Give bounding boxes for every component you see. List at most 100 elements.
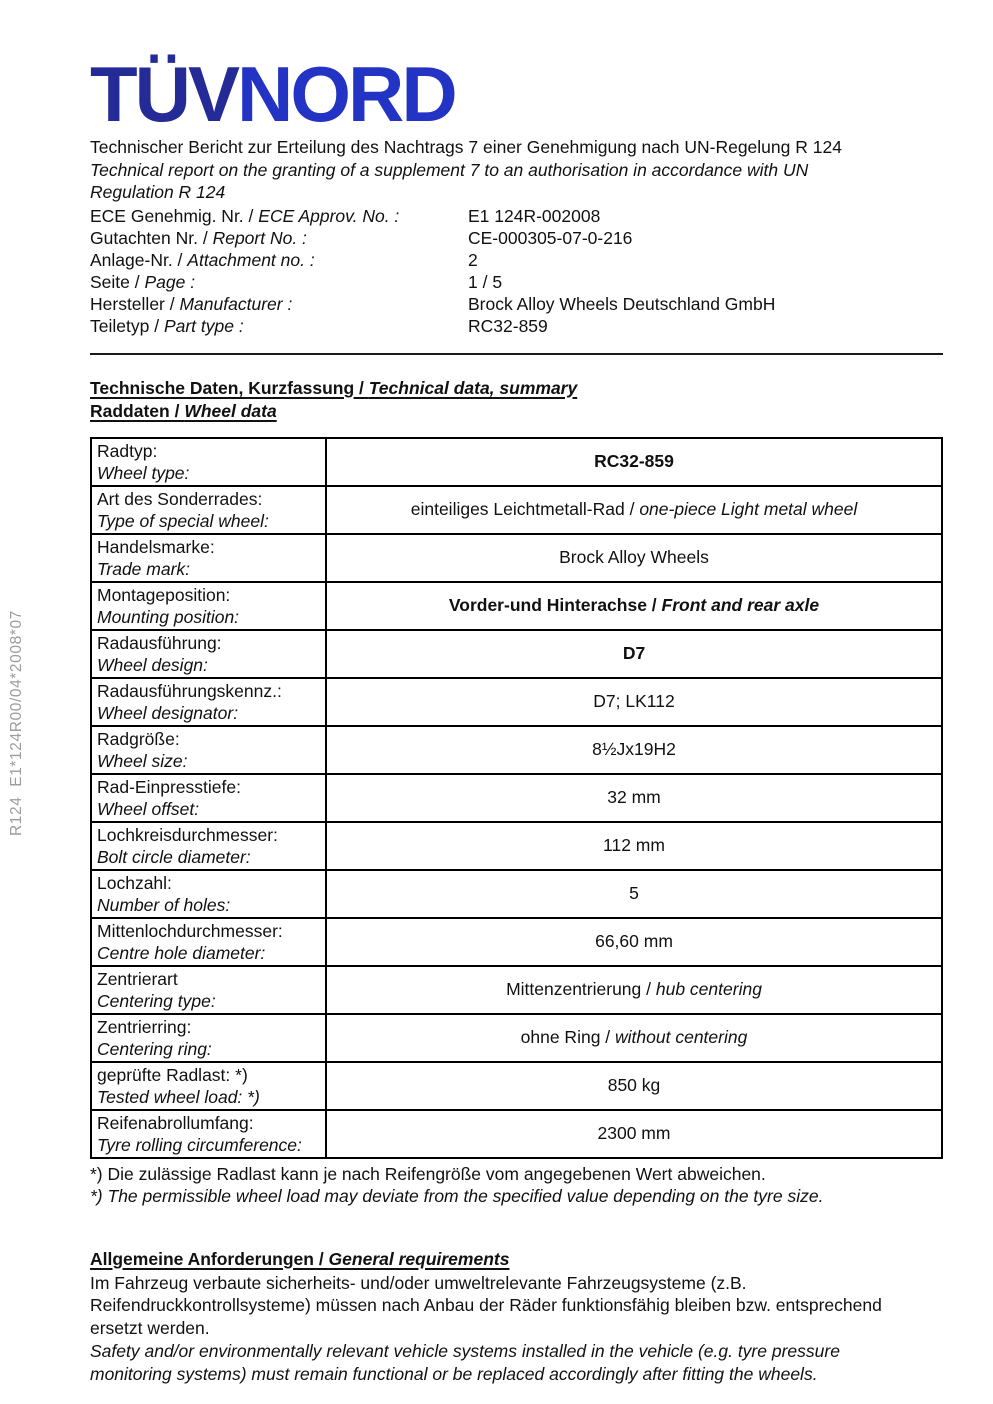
- row-value-cell: 850 kg: [325, 1060, 943, 1111]
- row-label-cell: Mittenlochdurchmesser: Centre hole diame…: [90, 916, 327, 967]
- row-label-cell: Lochkreisdurchmesser: Bolt circle diamet…: [90, 820, 327, 871]
- technical-data-heading: Technische Daten, Kurzfassung / Technica…: [90, 377, 943, 400]
- row-label-cell: Reifenabrollumfang: Tyre rolling circumf…: [90, 1108, 327, 1159]
- row-value-cell: Mittenzentrierung / hub centering: [325, 964, 943, 1015]
- row-label-english: Wheel design:: [97, 654, 208, 675]
- row-value-german: Vorder-und Hinterachse: [448, 595, 647, 615]
- row-value-cell: 5: [325, 868, 943, 919]
- general-requirements-body-german: Im Fahrzeug verbaute sicherheits- und/od…: [90, 1272, 882, 1338]
- row-value-cell: D7: [325, 628, 943, 679]
- table-row: Radtyp: Wheel type: RC32-859: [90, 436, 943, 487]
- table-row: Montageposition: Mounting position: Vord…: [90, 580, 943, 631]
- wheel-data-heading: Raddaten / Wheel data: [90, 400, 943, 423]
- row-label-english: Wheel size:: [97, 750, 188, 771]
- technical-data-heading-english: Technical data, summary: [368, 377, 578, 398]
- technical-data-heading-german: Technische Daten, Kurzfassung /: [90, 377, 369, 398]
- row-label-english: Wheel offset:: [97, 798, 200, 819]
- meta-row: Anlage-Nr. / Attachment no. : 2: [90, 249, 943, 271]
- meta-label-german: Teiletyp: [90, 315, 150, 336]
- section-headings: Technische Daten, Kurzfassung / Technica…: [90, 377, 943, 423]
- row-value-german: Mittenzentrierung: [506, 979, 642, 999]
- row-value-cell: 66,60 mm: [325, 916, 943, 967]
- report-title-block: Technischer Bericht zur Erteilung des Na…: [90, 136, 943, 204]
- row-value-english: Front and rear axle: [661, 595, 820, 615]
- row-label-cell: Radausführung: Wheel design:: [90, 628, 327, 679]
- row-value-german: einteiliges Leichtmetall-Rad: [410, 499, 625, 519]
- row-label-cell: Lochzahl: Number of holes:: [90, 868, 327, 919]
- meta-row: Seite / Page : 1 / 5: [90, 271, 943, 293]
- row-value-english: one-piece Light metal wheel: [639, 499, 858, 519]
- meta-label-english: Attachment no. :: [187, 249, 315, 270]
- meta-label-german: ECE Genehmig. Nr.: [90, 205, 244, 226]
- report-title-english: Technical report on the granting of a su…: [90, 159, 809, 203]
- row-value-cell: Vorder-und Hinterachse / Front and rear …: [325, 580, 943, 631]
- meta-label-german: Anlage-Nr.: [90, 249, 173, 270]
- row-label-german: Mittenlochdurchmesser:: [97, 920, 283, 941]
- row-value-cell: RC32-859: [325, 436, 943, 487]
- general-requirements-heading: Allgemeine Anforderungen / General requi…: [90, 1248, 943, 1271]
- footnote-english: *) The permissible wheel load may deviat…: [90, 1186, 824, 1206]
- meta-row-value: CE-000305-07-0-216: [468, 227, 633, 248]
- table-row: Handelsmarke: Trade mark: Brock Alloy Wh…: [90, 532, 943, 583]
- table-row: Lochzahl: Number of holes: 5: [90, 868, 943, 919]
- table-row: Radausführungskennz.: Wheel designator: …: [90, 676, 943, 727]
- row-label-english: Centre hole diameter:: [97, 942, 266, 963]
- general-requirements-body-english: Safety and/or environmentally relevant v…: [90, 1341, 840, 1384]
- general-requirements-section: Allgemeine Anforderungen / General requi…: [90, 1248, 943, 1386]
- meta-row: Hersteller / Manufacturer : Brock Alloy …: [90, 293, 943, 315]
- meta-row-value: 2: [468, 249, 478, 270]
- meta-row-value: E1 124R-002008: [468, 205, 601, 226]
- row-label-german: Radgröße:: [97, 728, 180, 749]
- horizontal-divider: [90, 352, 943, 355]
- row-value-german: 8½Jx19H2: [592, 739, 676, 759]
- meta-label-separator: /: [129, 271, 145, 292]
- row-value-german: 5: [629, 883, 639, 903]
- row-label-german: Lochzahl:: [97, 872, 172, 893]
- meta-row-label: Hersteller / Manufacturer :: [90, 293, 468, 315]
- row-label-english: Type of special wheel:: [97, 510, 269, 531]
- row-label-cell: Rad-Einpresstiefe: Wheel offset:: [90, 772, 327, 823]
- row-value-german: 850 kg: [607, 1075, 661, 1095]
- meta-label-german: Hersteller: [90, 293, 165, 314]
- table-row: Reifenabrollumfang: Tyre rolling circumf…: [90, 1108, 943, 1159]
- row-label-german: Radtyp:: [97, 440, 158, 461]
- meta-row-label: Anlage-Nr. / Attachment no. :: [90, 249, 468, 271]
- row-label-cell: Handelsmarke: Trade mark:: [90, 532, 327, 583]
- row-label-english: Number of holes:: [97, 894, 231, 915]
- vertical-approval-reference-text: R124 E1*124R00/04*2008*07: [8, 610, 25, 836]
- meta-label-english: Report No. :: [212, 227, 307, 248]
- content-area: TÜVNORD Technischer Bericht zur Erteilun…: [90, 0, 943, 1385]
- meta-row-label: ECE Genehmig. Nr. / ECE Approv. No. :: [90, 205, 468, 227]
- row-value-english: without centering: [615, 1027, 748, 1047]
- row-label-english: Tested wheel load: *): [97, 1086, 260, 1107]
- row-value-german: 2300 mm: [597, 1123, 671, 1143]
- meta-label-separator: /: [243, 205, 259, 226]
- row-value-cell: D7; LK112: [325, 676, 943, 727]
- row-label-cell: Zentrierring: Centering ring:: [90, 1012, 327, 1063]
- meta-row-value: Brock Alloy Wheels Deutschland GmbH: [468, 293, 776, 314]
- footnote-german: *) Die zulässige Radlast kann je nach Re…: [90, 1163, 766, 1184]
- meta-row-value: RC32-859: [468, 315, 548, 336]
- wheel-data-heading-english: Wheel data: [184, 400, 277, 421]
- logo-text-nord: NORD: [237, 50, 458, 138]
- row-label-cell: Art des Sonderrades: Type of special whe…: [90, 484, 327, 535]
- meta-row-label: Teiletyp / Part type :: [90, 315, 468, 337]
- row-value-separator: /: [624, 499, 640, 519]
- row-label-cell: Montageposition: Mounting position:: [90, 580, 327, 631]
- row-value-separator: /: [600, 1027, 616, 1047]
- row-label-german: Lochkreisdurchmesser:: [97, 824, 278, 845]
- meta-row: Teiletyp / Part type : RC32-859: [90, 315, 943, 337]
- meta-row: ECE Genehmig. Nr. / ECE Approv. No. : E1…: [90, 205, 943, 227]
- row-label-german: Radausführungskennz.:: [97, 680, 282, 701]
- row-value-german: 66,60 mm: [595, 931, 673, 951]
- row-label-german: Montageposition:: [97, 584, 231, 605]
- meta-label-english: Page :: [144, 271, 196, 292]
- general-requirements-heading-german: Allgemeine Anforderungen /: [90, 1248, 329, 1269]
- meta-label-separator: /: [164, 293, 180, 314]
- meta-label-german: Seite: [90, 271, 130, 292]
- table-row: Zentrierring: Centering ring: ohne Ring …: [90, 1012, 943, 1063]
- logo-text-tuv: TÜV: [90, 50, 240, 138]
- meta-row: Gutachten Nr. / Report No. : CE-000305-0…: [90, 227, 943, 249]
- meta-row-value: 1 / 5: [468, 271, 503, 292]
- table-row: Zentrierart Centering type: Mittenzentri…: [90, 964, 943, 1015]
